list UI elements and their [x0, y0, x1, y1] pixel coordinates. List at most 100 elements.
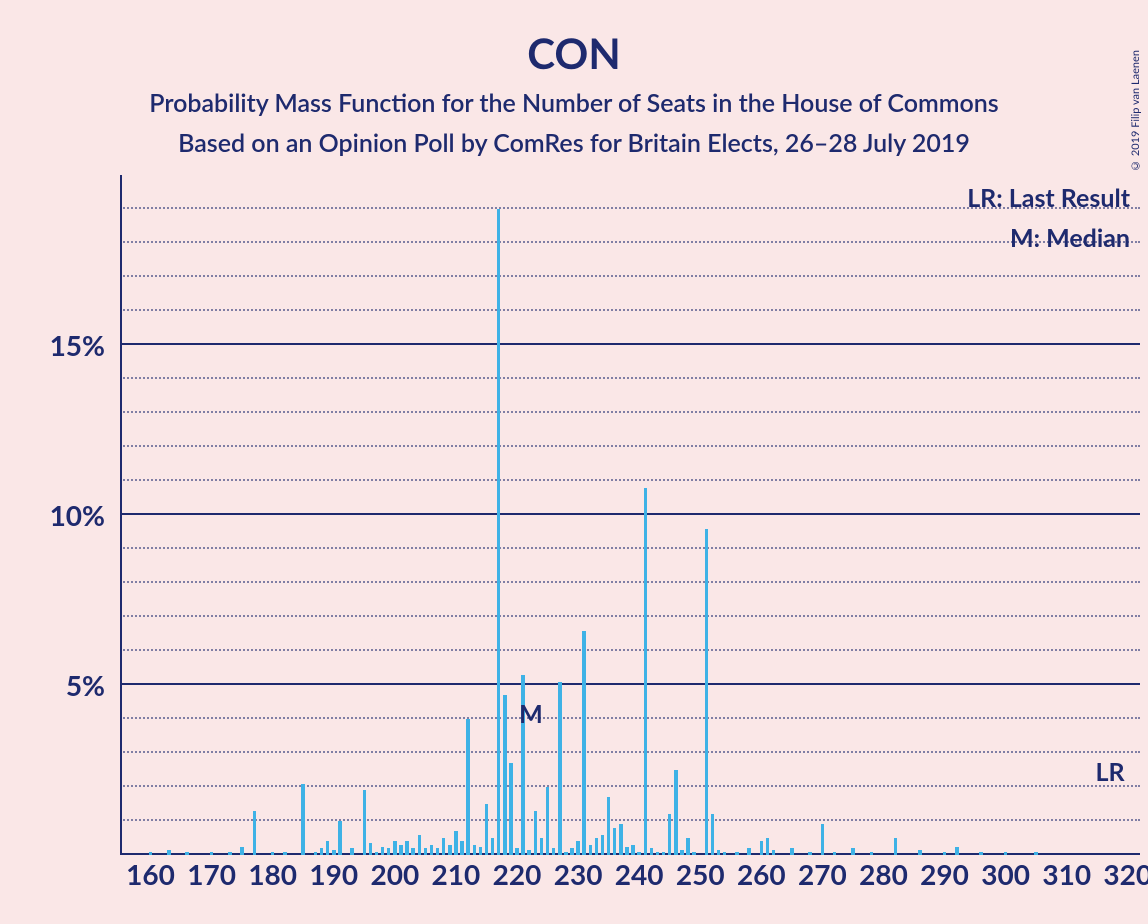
legend-lr: LR: Last Result: [967, 183, 1130, 213]
gridline-minor: [120, 751, 1140, 753]
bar: [576, 841, 580, 855]
bar: [460, 841, 464, 855]
bar: [271, 852, 275, 855]
bar: [485, 804, 489, 855]
bar: [185, 852, 189, 855]
gridline-major: [120, 343, 1140, 345]
plot-area: LR: Last Result M: Median M LR 160170180…: [120, 175, 1140, 855]
bar: [369, 843, 373, 855]
gridline-minor: [120, 547, 1140, 549]
bar: [564, 852, 568, 855]
bar: [515, 848, 519, 855]
bar: [283, 852, 287, 855]
x-axis-label: 190: [309, 857, 358, 891]
gridline-minor: [120, 241, 1140, 243]
bar: [375, 852, 379, 855]
x-axis-label: 290: [920, 857, 969, 891]
bar: [527, 850, 531, 855]
bar: [637, 852, 641, 855]
x-axis-label: 320: [1103, 857, 1148, 891]
bar: [479, 847, 483, 856]
bar: [711, 814, 715, 855]
bar: [686, 838, 690, 855]
x-axis-labels: 1601701801902002102202302402502602702802…: [120, 857, 1140, 897]
bar: [228, 852, 232, 855]
bar: [436, 848, 440, 855]
x-axis-label: 310: [1042, 857, 1091, 891]
bar: [735, 852, 739, 855]
bar: [210, 852, 214, 855]
gridline-minor: [120, 411, 1140, 413]
bar: [399, 845, 403, 855]
bar: [644, 488, 648, 855]
bar: [894, 838, 898, 855]
gridline-minor: [120, 581, 1140, 583]
bar: [833, 852, 837, 855]
bar: [570, 848, 574, 855]
x-axis-label: 220: [493, 857, 542, 891]
annotation-lr: LR: [1095, 757, 1124, 787]
gridline-major: [120, 683, 1140, 685]
bar: [723, 852, 727, 855]
x-axis-label: 270: [798, 857, 847, 891]
bar: [943, 852, 947, 855]
bar: [918, 850, 922, 855]
gridline-major: [120, 513, 1140, 515]
bar: [442, 838, 446, 855]
bar: [387, 848, 391, 855]
bar: [705, 529, 709, 855]
gridline-minor: [120, 445, 1140, 447]
bar: [534, 811, 538, 855]
gridline-minor: [120, 479, 1140, 481]
bar: [717, 850, 721, 855]
bar: [760, 841, 764, 855]
bar: [167, 850, 171, 855]
gridline-minor: [120, 275, 1140, 277]
legend-m: M: Median: [1010, 223, 1130, 253]
x-axis-label: 260: [737, 857, 786, 891]
bar: [979, 852, 983, 855]
bar: [491, 838, 495, 855]
bar: [326, 841, 330, 855]
bar: [766, 838, 770, 855]
y-axis-label: 15%: [50, 328, 105, 362]
bar: [692, 852, 696, 855]
bar: [1034, 852, 1038, 855]
bar: [582, 631, 586, 855]
bar: [149, 852, 153, 855]
bar: [680, 850, 684, 855]
gridline-minor: [120, 309, 1140, 311]
bar: [552, 848, 556, 855]
bar: [381, 847, 385, 856]
bar: [1004, 852, 1008, 855]
x-axis-label: 240: [615, 857, 664, 891]
bar: [393, 841, 397, 855]
bar: [509, 763, 513, 855]
x-axis-label: 160: [126, 857, 175, 891]
bar: [851, 848, 855, 855]
gridline-minor: [120, 819, 1140, 821]
copyright-text: © 2019 Filip van Laenen: [1129, 50, 1142, 172]
bar: [424, 848, 428, 855]
bar: [546, 787, 550, 855]
bar: [558, 682, 562, 855]
bar: [473, 845, 477, 855]
x-axis-label: 180: [248, 857, 297, 891]
y-axis: [120, 175, 122, 855]
bar: [674, 770, 678, 855]
gridline-minor: [120, 785, 1140, 787]
bar: [601, 835, 605, 855]
x-axis-label: 230: [554, 857, 603, 891]
y-axis-label: 10%: [50, 498, 105, 532]
bar: [656, 852, 660, 855]
x-axis-label: 300: [981, 857, 1030, 891]
y-axis-label: 5%: [66, 668, 105, 702]
bar: [625, 847, 629, 856]
bar: [662, 852, 666, 855]
chart-title: CON: [0, 28, 1148, 78]
gridline-minor: [120, 377, 1140, 379]
bar: [503, 695, 507, 855]
x-axis-label: 250: [676, 857, 725, 891]
bar: [314, 852, 318, 855]
bar: [747, 848, 751, 855]
